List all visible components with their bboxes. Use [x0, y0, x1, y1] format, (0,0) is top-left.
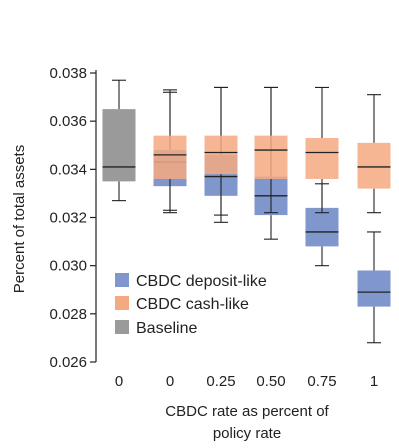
box-iqr: [357, 142, 391, 189]
box-cbdc-cash-like-4: [305, 86, 339, 214]
legend-item: CBDC cash-like: [115, 296, 249, 313]
x-axis-ticks: 0 0 0.25 0.50 0.75 1: [115, 373, 378, 390]
legend-swatch: [115, 320, 129, 334]
box-iqr: [102, 109, 136, 182]
legend-swatch: [115, 296, 129, 310]
box-series: [102, 79, 391, 344]
box-cbdc-deposit-like-5: [357, 231, 391, 344]
x-axis-title: CBDC rate as percent of policy rate: [165, 403, 329, 442]
box-baseline-0: [102, 79, 136, 202]
box-iqr: [254, 135, 288, 179]
y-tick-label: 0.032: [49, 210, 87, 227]
y-tick-label: 0.036: [49, 113, 87, 130]
y-tick-label: 0.034: [49, 161, 87, 178]
legend-label: Baseline: [136, 320, 197, 337]
x-axis-title-line-2: policy rate: [213, 425, 281, 442]
legend-label: CBDC deposit-like: [136, 273, 267, 290]
x-tick-label: 0.75: [307, 373, 336, 390]
y-tick-label: 0.028: [49, 306, 87, 323]
box-iqr: [305, 138, 339, 179]
box-iqr: [305, 207, 339, 247]
y-tick-label: 0.026: [49, 354, 87, 371]
x-tick-label: 0.25: [206, 373, 235, 390]
y-axis-title: Percent of total assets: [11, 145, 28, 293]
legend-swatch: [115, 273, 129, 287]
legend-label: CBDC cash-like: [136, 296, 249, 313]
legend: CBDC deposit-like CBDC cash-like Baseline: [115, 273, 267, 337]
x-tick-label: 0: [166, 373, 174, 390]
box-cbdc-deposit-like-4: [305, 183, 339, 267]
box-iqr: [357, 270, 391, 307]
y-tick-label: 0.030: [49, 258, 87, 275]
box-cbdc-cash-like-2: [204, 86, 238, 216]
box-iqr: [153, 135, 187, 179]
x-axis-title-line-1: CBDC rate as percent of: [165, 403, 329, 420]
x-tick-label: 0.50: [256, 373, 285, 390]
box-cbdc-cash-like-1: [153, 89, 187, 211]
legend-item: Baseline: [115, 320, 197, 337]
y-tick-label: 0.038: [49, 65, 87, 82]
legend-item: CBDC deposit-like: [115, 273, 267, 290]
box-cbdc-cash-like-5: [357, 94, 391, 214]
box-iqr: [204, 135, 238, 175]
y-axis-ticks: 0.026 0.028 0.030 0.032 0.034 0.036 0.038: [49, 65, 96, 371]
x-tick-label: 0: [115, 373, 123, 390]
x-tick-label: 1: [370, 373, 378, 390]
box-cbdc-cash-like-3: [254, 86, 288, 214]
